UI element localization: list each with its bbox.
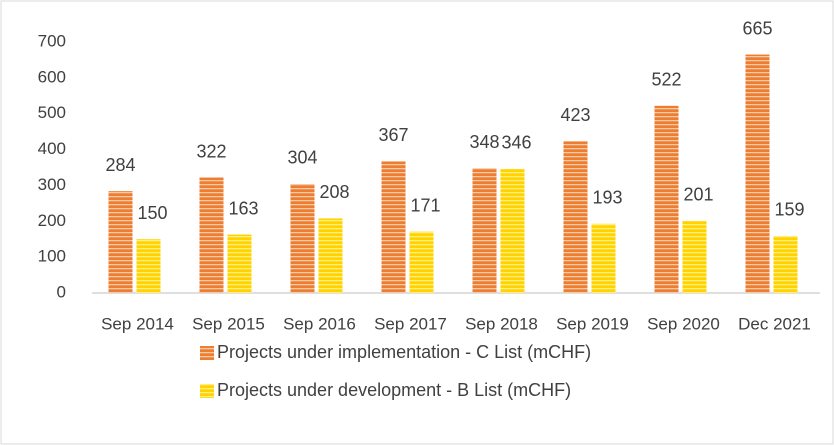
data-label: 163 — [228, 198, 258, 218]
y-tick-label: 100 — [38, 247, 66, 266]
data-label: 201 — [683, 185, 713, 205]
data-label: 150 — [137, 203, 167, 223]
x-tick-label: Sep 2018 — [465, 314, 538, 333]
y-tick-label: 300 — [38, 175, 66, 194]
bar — [472, 168, 497, 293]
data-label: 193 — [592, 188, 622, 208]
bar — [290, 183, 315, 293]
bar — [199, 177, 224, 293]
bar — [773, 235, 798, 293]
data-label: 522 — [651, 70, 681, 90]
data-label: 348 — [469, 132, 499, 152]
x-tick-label: Sep 2015 — [192, 314, 265, 333]
data-label: 322 — [196, 141, 226, 161]
bar — [108, 191, 133, 293]
x-tick-label: Dec 2021 — [738, 314, 811, 333]
data-label: 284 — [105, 155, 135, 175]
bar — [500, 168, 525, 293]
x-tick-label: Sep 2020 — [647, 314, 720, 333]
data-label: 208 — [319, 182, 349, 202]
data-label: 159 — [774, 200, 804, 220]
bar — [227, 234, 252, 293]
legend-label: Projects under implementation - C List (… — [217, 342, 591, 362]
legend-swatch — [200, 346, 214, 360]
legend-label: Projects under development - B List (mCH… — [217, 380, 571, 400]
y-tick-label: 0 — [57, 282, 66, 301]
data-label: 665 — [742, 18, 772, 38]
y-tick-label: 700 — [38, 31, 66, 50]
bar — [563, 141, 588, 293]
x-tick-label: Sep 2016 — [283, 314, 356, 333]
y-tick-label: 600 — [38, 67, 66, 86]
y-tick-label: 400 — [38, 139, 66, 158]
data-label: 367 — [378, 125, 408, 145]
bar — [136, 239, 161, 293]
bar — [654, 105, 679, 293]
legend-swatch — [200, 384, 214, 398]
y-tick-label: 500 — [38, 103, 66, 122]
bar — [318, 218, 343, 293]
bar — [591, 223, 616, 293]
x-tick-label: Sep 2017 — [374, 314, 447, 333]
x-tick-label: Sep 2019 — [556, 314, 629, 333]
x-tick-label: Sep 2014 — [101, 314, 174, 333]
data-label: 171 — [410, 195, 440, 215]
data-label: 304 — [287, 148, 317, 168]
data-label: 423 — [560, 105, 590, 125]
bar — [409, 231, 434, 293]
data-label: 346 — [501, 133, 531, 153]
bar — [745, 54, 770, 293]
y-tick-label: 200 — [38, 211, 66, 230]
bar — [682, 220, 707, 293]
bar — [381, 161, 406, 293]
